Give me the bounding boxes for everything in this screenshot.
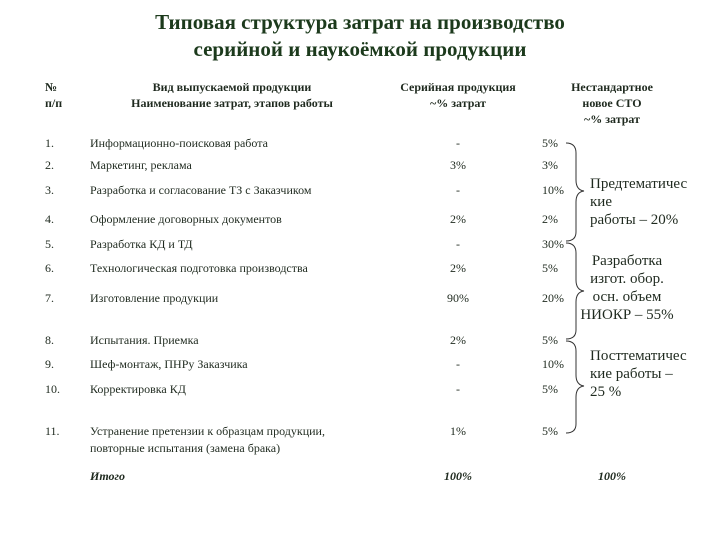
serial-value: - [456, 357, 460, 371]
row-name: Разработка и согласование ТЗ с Заказчико… [90, 183, 312, 197]
column-header: Наименование затрат, этапов работы [131, 96, 333, 110]
serial-value: - [456, 136, 460, 150]
row-number: 8. [45, 333, 54, 347]
custom-value: 10% [542, 357, 564, 371]
column-header: Нестандартное [571, 80, 653, 94]
custom-value: 3% [542, 158, 558, 172]
serial-value: 2% [450, 261, 466, 275]
custom-value: 10% [542, 183, 564, 197]
annotation: Посттематичес [590, 348, 687, 364]
custom-value: 5% [542, 333, 558, 347]
row-name: Устранение претензии к образцам продукци… [90, 424, 325, 438]
row-number: 6. [45, 261, 54, 275]
serial-value: 90% [447, 291, 469, 305]
row-number: 9. [45, 357, 54, 371]
custom-value: 5% [542, 136, 558, 150]
brace [565, 242, 585, 340]
column-header: Серийная продукция [400, 80, 516, 94]
column-header: п/п [45, 96, 63, 110]
column-header: новое СТО [582, 96, 642, 110]
title: Типовая структура затрат на производство [155, 10, 565, 34]
serial-value: 1% [450, 424, 466, 438]
annotation: Предтематичес [590, 176, 688, 192]
column-header: ~% затрат [583, 112, 641, 126]
annotation: кие работы – [590, 366, 673, 382]
row-number: 7. [45, 291, 54, 305]
row-number: 10. [45, 382, 60, 396]
annotation: осн. объем [592, 289, 662, 305]
serial-value: 2% [450, 333, 466, 347]
row-name: Маркетинг, реклама [90, 158, 192, 172]
serial-value: - [456, 382, 460, 396]
annotation: Разработка [591, 253, 663, 269]
column-header: № [45, 80, 58, 94]
row-name: Шеф-монтаж, ПНРу Заказчика [90, 357, 248, 371]
custom-value: 5% [542, 261, 558, 275]
row-name: Испытания. Приемка [90, 333, 199, 347]
annotation: работы – 20% [590, 212, 679, 228]
brace [565, 142, 585, 242]
row-name: Технологическая подготовка производства [90, 261, 308, 275]
row-name: Корректировка КД [90, 382, 186, 396]
total-label: Итого [90, 469, 125, 483]
annotation: 25 % [590, 384, 622, 400]
title: серийной и наукоёмкой продукции [193, 37, 527, 61]
annotation: кие [590, 194, 612, 210]
annotation: НИОКР – 55% [580, 307, 674, 323]
serial-value: 2% [450, 212, 466, 226]
custom-value: 20% [542, 291, 564, 305]
serial-value: - [456, 237, 460, 251]
row-name: Оформление договорных документов [90, 212, 282, 226]
row-number: 4. [45, 212, 54, 226]
serial-value: 3% [450, 158, 466, 172]
row-number: 11. [45, 424, 60, 438]
custom-value: 30% [542, 237, 564, 251]
total-custom: 100% [598, 469, 626, 483]
row-number: 1. [45, 136, 54, 150]
custom-value: 5% [542, 424, 558, 438]
row-name: Разработка КД и ТД [90, 237, 193, 251]
row-name: Изготовление продукции [90, 291, 219, 305]
annotation: изгот. обор. [590, 271, 664, 287]
serial-value: - [456, 183, 460, 197]
column-header: ~% затрат [429, 96, 487, 110]
row-number: 2. [45, 158, 54, 172]
row-number: 5. [45, 237, 54, 251]
row-number: 3. [45, 183, 54, 197]
row-name: Информационно-поисковая работа [90, 136, 268, 150]
custom-value: 5% [542, 382, 558, 396]
column-header: Вид выпускаемой продукции [152, 80, 312, 94]
row-name: повторные испытания (замена брака) [90, 441, 281, 455]
custom-value: 2% [542, 212, 558, 226]
total-serial: 100% [444, 469, 472, 483]
brace [565, 340, 585, 434]
